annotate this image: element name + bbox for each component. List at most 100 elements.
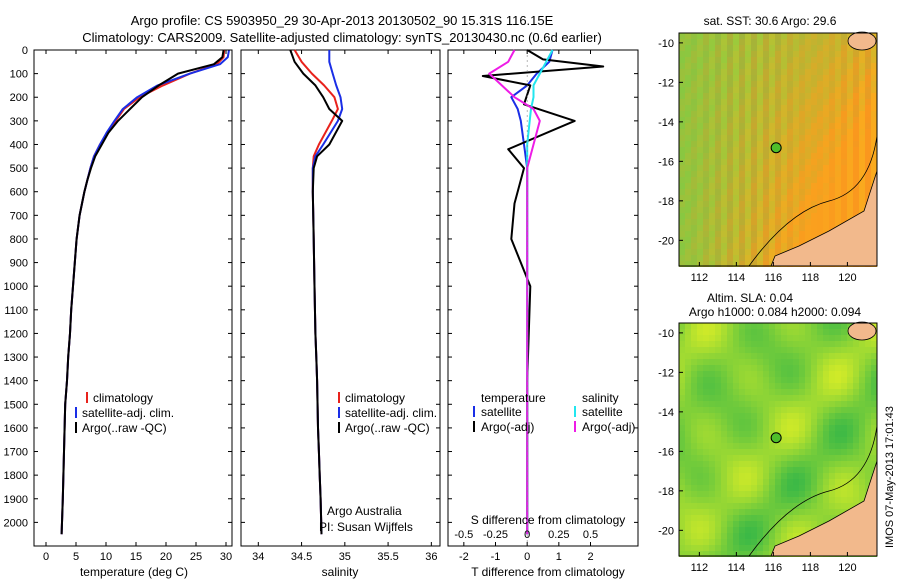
map-cell	[715, 225, 721, 231]
map-cell	[775, 479, 781, 485]
map-cell	[739, 323, 745, 329]
map-cell	[841, 75, 847, 81]
series-line-temperature-satellite	[510, 49, 554, 535]
map-cell	[697, 243, 703, 249]
map-cell	[757, 377, 763, 383]
map-cell	[691, 539, 697, 545]
map-cell	[727, 57, 733, 63]
map-cell	[697, 159, 703, 165]
map-cell	[739, 93, 745, 99]
map-cell	[739, 455, 745, 461]
map-cell	[715, 219, 721, 225]
map-cell	[775, 111, 781, 117]
map-cell	[763, 419, 769, 425]
map-cell	[823, 335, 829, 341]
map-cell	[757, 135, 763, 141]
map-cell	[685, 39, 691, 45]
map-cell	[841, 401, 847, 407]
map-cell	[757, 243, 763, 249]
map-cell	[865, 93, 871, 99]
map-cell	[787, 503, 793, 509]
map-cell	[751, 503, 757, 509]
map-cell	[751, 201, 757, 207]
map-cell	[715, 341, 721, 347]
map-cell	[757, 551, 763, 557]
depth-tick-label: 1500	[4, 399, 28, 411]
map-cell	[799, 371, 805, 377]
map-cell	[811, 201, 817, 207]
map-cell	[757, 545, 763, 551]
map-cell	[733, 371, 739, 377]
map-x-tick-label: 112	[691, 562, 709, 574]
map-cell	[703, 177, 709, 183]
map-cell	[853, 111, 859, 117]
map-cell	[733, 509, 739, 515]
map-cell	[769, 395, 775, 401]
map-cell	[835, 425, 841, 431]
map-cell	[697, 129, 703, 135]
map-cell	[763, 401, 769, 407]
map-cell	[841, 165, 847, 171]
map-cell	[835, 183, 841, 189]
map-cell	[817, 219, 823, 225]
map-cell	[709, 497, 715, 503]
map-cell	[679, 533, 685, 539]
map-cell	[823, 497, 829, 503]
map-cell	[703, 359, 709, 365]
map-cell	[799, 521, 805, 527]
map-cell	[859, 425, 865, 431]
map-cell	[811, 497, 817, 503]
map-cell	[865, 365, 871, 371]
map-cell	[709, 183, 715, 189]
map-cell	[697, 225, 703, 231]
map-cell	[811, 413, 817, 419]
map-cell	[787, 401, 793, 407]
map-cell	[739, 395, 745, 401]
map-cell	[793, 201, 799, 207]
map-cell	[745, 485, 751, 491]
map-cell	[739, 521, 745, 527]
map-cell	[823, 87, 829, 93]
map-cell	[751, 87, 757, 93]
map-cell	[853, 497, 859, 503]
map-cell	[787, 99, 793, 105]
map-cell	[697, 425, 703, 431]
map-cell	[685, 57, 691, 63]
map-cell	[745, 99, 751, 105]
map-cell	[727, 353, 733, 359]
map-cell	[781, 341, 787, 347]
map-cell	[793, 117, 799, 123]
map-cell	[763, 141, 769, 147]
map-cell	[679, 255, 685, 261]
map-cell	[805, 69, 811, 75]
map-cell	[691, 231, 697, 237]
map-cell	[817, 183, 823, 189]
map-cell	[691, 177, 697, 183]
map-cell	[715, 207, 721, 213]
map-cell	[853, 81, 859, 87]
map-cell	[769, 57, 775, 63]
map-cell	[739, 533, 745, 539]
map-cell	[853, 171, 859, 177]
map-cell	[793, 87, 799, 93]
map-cell	[727, 177, 733, 183]
map-cell	[799, 401, 805, 407]
map-cell	[703, 467, 709, 473]
map-cell	[709, 383, 715, 389]
map-cell	[751, 75, 757, 81]
map-cell	[721, 521, 727, 527]
map-cell	[745, 153, 751, 159]
map-cell	[685, 207, 691, 213]
map-cell	[733, 123, 739, 129]
temperature-x-tick-label: 30	[220, 551, 232, 563]
map-cell	[781, 99, 787, 105]
map-x-tick-label: 116	[765, 562, 783, 574]
map-cell	[691, 341, 697, 347]
map-cell	[817, 419, 823, 425]
map-cell	[733, 497, 739, 503]
map-cell	[685, 69, 691, 75]
series-line-argo-raw-qc	[60, 49, 225, 535]
series-line-satellite-adj-clim	[60, 49, 230, 535]
map-cell	[793, 383, 799, 389]
map-cell	[835, 371, 841, 377]
